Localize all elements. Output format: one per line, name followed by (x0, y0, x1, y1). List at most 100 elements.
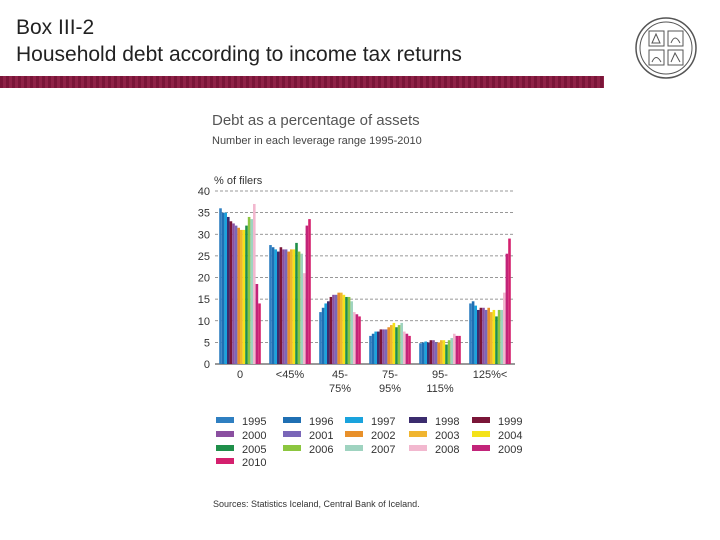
legend-entry-1996: 1996 (283, 416, 333, 428)
x-category-label: 75- (382, 369, 398, 381)
legend-label: 2010 (242, 457, 266, 469)
bar-2009-2 (355, 314, 359, 364)
bar-2007-4 (450, 338, 453, 364)
y-tick-label: 15 (198, 294, 210, 306)
bar-2001-2 (334, 294, 338, 364)
bar-2003-1 (290, 249, 293, 364)
legend-entry-2006: 2006 (283, 444, 333, 456)
legend-swatch (216, 458, 234, 464)
bar-2009-3 (405, 333, 409, 364)
bar-2009-0 (255, 283, 259, 364)
chart-title: Debt as a percentage of assets (212, 112, 420, 129)
bar-2004-2 (342, 294, 346, 364)
bar-2004-4 (442, 340, 446, 364)
bar-1999-5 (479, 307, 483, 364)
bar-2005-3 (395, 327, 398, 364)
bar-2001-3 (384, 329, 388, 364)
bar-2000-2 (332, 294, 335, 364)
bar-2002-5 (487, 307, 490, 364)
y-tick-label: 40 (198, 186, 210, 198)
bar-2001-1 (284, 249, 288, 364)
legend-entry-2009: 2009 (472, 444, 522, 456)
bar-2004-3 (392, 322, 396, 364)
slide-title-line-2: Household debt according to income tax r… (16, 43, 462, 66)
bar-1999-1 (279, 247, 283, 364)
bar-1998-3 (377, 331, 380, 364)
y-tick-label: 20 (198, 273, 210, 285)
legend-label: 1999 (498, 416, 522, 428)
bar-1995-3 (369, 335, 372, 364)
bar-2007-2 (350, 301, 353, 364)
bar-2007-3 (400, 322, 403, 364)
bar-2006-1 (297, 251, 301, 364)
legend-entry-2008: 2008 (409, 444, 459, 456)
title-rule (0, 76, 604, 88)
chart-source: Sources: Statistics Iceland, Central Ban… (213, 499, 420, 509)
bar-2005-1 (295, 242, 298, 364)
legend-entry-1995: 1995 (216, 416, 266, 428)
bar-1995-2 (319, 312, 322, 364)
y-tick-label: 25 (198, 251, 210, 263)
bar-2004-1 (292, 249, 296, 364)
bar-2002-3 (387, 327, 390, 364)
legend-label: 1997 (371, 416, 395, 428)
bar-2006-2 (347, 296, 351, 364)
x-category-label: <45% (276, 369, 305, 381)
bar-2008-2 (353, 312, 356, 364)
bar-2006-3 (397, 325, 401, 364)
bar-1995-0 (219, 208, 222, 364)
bar-2010-5 (508, 238, 511, 364)
legend-swatch (345, 417, 363, 423)
bar-2006-4 (447, 340, 451, 364)
bar-2010-1 (308, 219, 311, 364)
bar-2000-1 (282, 249, 285, 364)
bar-2006-5 (497, 309, 501, 364)
bar-2001-4 (434, 342, 438, 365)
legend-swatch (216, 431, 234, 437)
bar-1996-2 (321, 307, 325, 364)
bar-2005-5 (495, 316, 498, 364)
bar-1997-3 (374, 331, 377, 364)
legend-entry-2004: 2004 (472, 430, 522, 442)
bar-1999-0 (229, 221, 233, 364)
legend-entry-1999: 1999 (472, 416, 522, 428)
bar-1999-4 (429, 340, 433, 364)
legend-label: 1998 (435, 416, 459, 428)
slide-title: Box III-2 Household debt according to in… (16, 14, 462, 68)
legend-swatch (472, 417, 490, 423)
bar-1996-0 (221, 212, 225, 365)
bar-1997-4 (424, 341, 427, 364)
bar-2008-3 (403, 331, 406, 364)
bar-2004-5 (492, 309, 496, 364)
legend-entry-2000: 2000 (216, 430, 266, 442)
bar-2005-0 (245, 225, 248, 364)
legend-label: 2008 (435, 444, 459, 456)
bar-2003-3 (390, 325, 393, 364)
legend-swatch (345, 445, 363, 451)
legend-swatch (345, 431, 363, 437)
x-category-label: 95- (432, 369, 448, 381)
bar-2008-5 (503, 292, 506, 364)
legend-label: 2007 (371, 444, 395, 456)
legend-swatch (283, 417, 301, 423)
y-tick-label: 10 (198, 316, 210, 328)
bar-2010-4 (458, 335, 461, 364)
bar-2000-0 (232, 223, 235, 364)
bar-2002-1 (287, 251, 290, 364)
bar-1995-1 (269, 245, 272, 364)
bar-2008-4 (453, 333, 456, 364)
bar-1999-3 (379, 329, 383, 364)
legend-label: 2000 (242, 430, 266, 442)
bar-2004-0 (242, 229, 246, 364)
bar-2008-1 (303, 273, 306, 364)
legend-entry-2005: 2005 (216, 444, 266, 456)
bar-2010-0 (258, 303, 261, 364)
bar-2000-4 (432, 340, 435, 364)
bar-1996-4 (421, 342, 425, 365)
legend-swatch (409, 445, 427, 451)
y-axis-label: % of filers (214, 175, 263, 187)
legend-label: 2005 (242, 444, 266, 456)
y-tick-label: 5 (204, 337, 210, 349)
bar-2005-2 (345, 296, 348, 364)
bar-1998-2 (327, 301, 330, 364)
